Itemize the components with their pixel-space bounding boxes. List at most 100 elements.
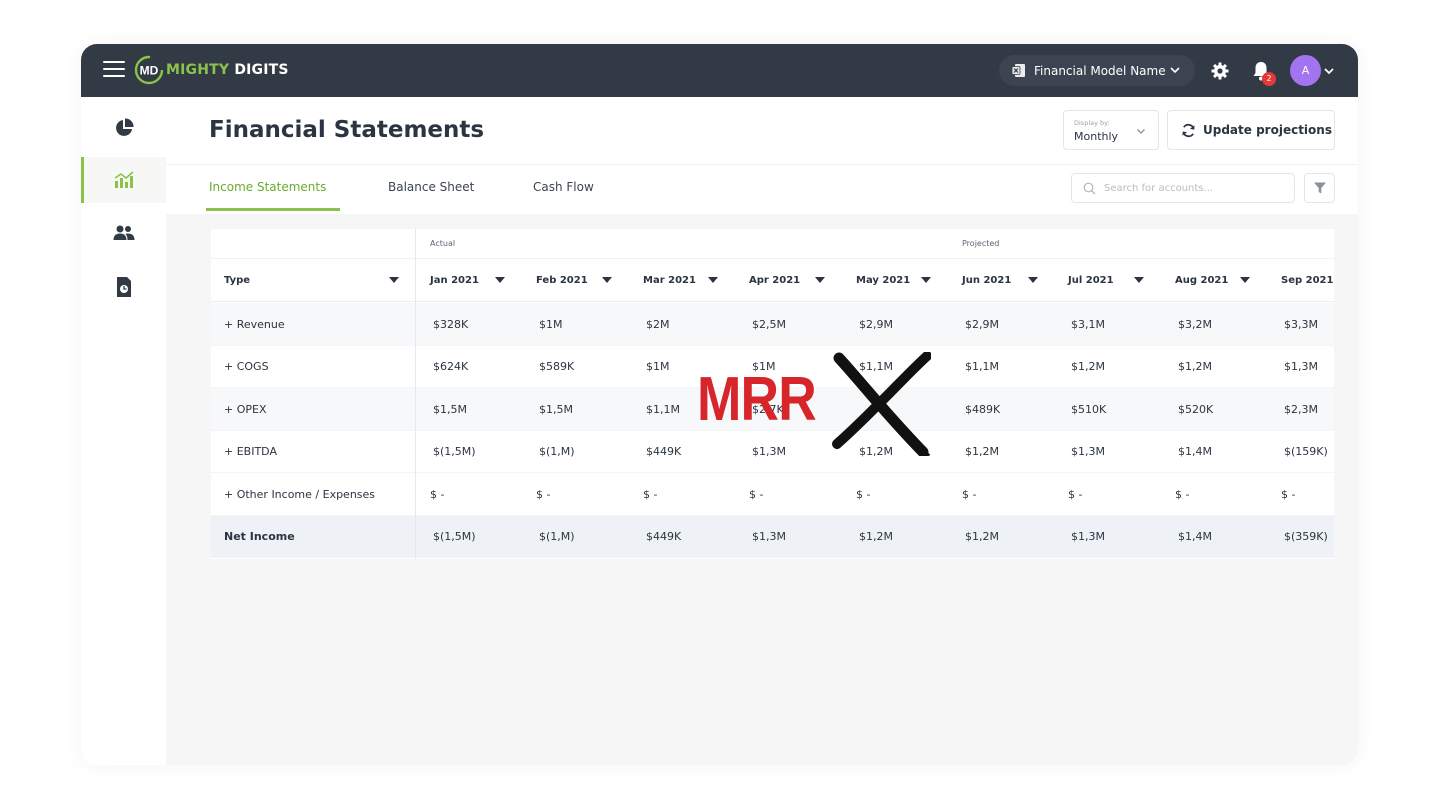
table-cell: $1,4M bbox=[1178, 445, 1212, 458]
brand-logo[interactable]: MD MIGHTY DIGITS bbox=[134, 55, 289, 85]
update-projections-button[interactable]: Update projections bbox=[1167, 110, 1335, 150]
menu-icon[interactable] bbox=[103, 61, 125, 79]
table-cell: $ - bbox=[1068, 487, 1083, 501]
row-label[interactable]: + OPEX bbox=[224, 402, 267, 416]
nav-reports[interactable] bbox=[81, 264, 166, 310]
side-nav bbox=[81, 97, 166, 765]
nav-team[interactable] bbox=[81, 210, 166, 256]
table-cell: $1,2M bbox=[965, 530, 999, 543]
column-header[interactable]: Mar 2021 bbox=[643, 274, 696, 286]
refresh-icon bbox=[1182, 123, 1195, 137]
report-document-icon bbox=[116, 277, 131, 297]
table-row[interactable]: + Revenue $328K $1M $2M $2,5M $2,9M $2,9… bbox=[211, 303, 1334, 346]
table-cell: $ - bbox=[856, 487, 871, 501]
display-by-select[interactable]: Display by: Monthly bbox=[1063, 110, 1159, 150]
group-projected: Projected bbox=[962, 239, 1000, 248]
svg-text:MD: MD bbox=[140, 64, 159, 78]
table-cell: $1M bbox=[752, 360, 776, 373]
table-row[interactable]: + COGS $624K $589K $1M $1M $1,1M $1,1M $… bbox=[211, 346, 1334, 388]
table-cell: $449K bbox=[646, 445, 682, 458]
table-cell: $1,4M bbox=[1178, 530, 1212, 543]
search-input[interactable] bbox=[1104, 182, 1284, 194]
table-cell: $1,2M bbox=[859, 530, 893, 543]
active-tab-indicator bbox=[206, 208, 340, 211]
sort-caret-icon[interactable] bbox=[495, 277, 505, 283]
sort-caret-icon[interactable] bbox=[921, 277, 931, 283]
table-cell: $1,5M bbox=[539, 402, 573, 416]
column-header[interactable]: Aug 2021 bbox=[1175, 274, 1229, 286]
table-row-net-income[interactable]: Net Income $(1,5M) $(1,M) $449K $1,3M $1… bbox=[211, 515, 1334, 558]
table-cell: $520K bbox=[1178, 402, 1214, 416]
column-header[interactable]: Apr 2021 bbox=[749, 274, 801, 286]
table-cell: $1,3M bbox=[1284, 360, 1318, 373]
sort-caret-icon[interactable] bbox=[602, 277, 612, 283]
table-cell: $1,3M bbox=[752, 530, 786, 543]
tab-cash-flow[interactable]: Cash Flow bbox=[533, 180, 594, 194]
filter-button[interactable] bbox=[1304, 173, 1335, 203]
table-cell: $ - bbox=[536, 487, 551, 501]
table-cell: $(1,5M) bbox=[433, 445, 476, 458]
table-row[interactable]: + OPEX $1,5M $1,5M $1,1M $2,7K $489K $51… bbox=[211, 388, 1334, 431]
type-column-header[interactable]: Type bbox=[224, 274, 251, 286]
table-cell: $1,3M bbox=[1071, 445, 1105, 458]
column-header[interactable]: Jan 2021 bbox=[430, 274, 479, 286]
cross-out-x-icon bbox=[832, 352, 931, 456]
dashboard-pie-icon bbox=[115, 118, 134, 136]
row-label[interactable]: + Other Income / Expenses bbox=[224, 487, 376, 501]
nav-dashboard[interactable] bbox=[81, 105, 166, 151]
display-by-value: Monthly bbox=[1074, 130, 1119, 143]
table-cell: $1M bbox=[646, 360, 670, 373]
group-actual: Actual bbox=[430, 239, 456, 248]
table-cell: $1,1M bbox=[646, 402, 680, 416]
table-cell: $ - bbox=[962, 487, 977, 501]
nav-analytics[interactable] bbox=[81, 157, 166, 203]
table-cell: $2,7K bbox=[752, 402, 784, 416]
table-cell: $(159K) bbox=[1284, 445, 1328, 458]
sort-caret-icon[interactable] bbox=[815, 277, 825, 283]
sort-caret-icon[interactable] bbox=[1240, 277, 1250, 283]
row-label[interactable]: + EBITDA bbox=[224, 445, 277, 458]
table-row[interactable]: + EBITDA $(1,5M) $(1,M) $449K $1,3M $1,2… bbox=[211, 431, 1334, 473]
row-label[interactable]: Net Income bbox=[224, 530, 295, 543]
chevron-down-icon bbox=[1137, 129, 1145, 134]
column-header[interactable]: Sep 2021 bbox=[1281, 274, 1334, 286]
model-selector[interactable]: Financial Model Name bbox=[999, 55, 1195, 86]
table-cell: $2,9M bbox=[859, 317, 893, 331]
table-cell: $1M bbox=[539, 317, 563, 331]
table-cell: $1,5M bbox=[433, 402, 467, 416]
row-label[interactable]: + Revenue bbox=[224, 317, 285, 331]
mrr-label: MRR bbox=[697, 365, 817, 434]
model-name: Financial Model Name bbox=[1034, 63, 1166, 78]
sort-caret-icon[interactable] bbox=[1134, 277, 1144, 283]
gear-icon[interactable] bbox=[1210, 61, 1230, 81]
column-header[interactable]: Feb 2021 bbox=[536, 274, 588, 286]
notification-badge: 2 bbox=[1262, 72, 1276, 86]
table-cell: $3,3M bbox=[1284, 317, 1318, 331]
column-header[interactable]: Jul 2021 bbox=[1068, 274, 1114, 286]
sort-caret-icon[interactable] bbox=[389, 277, 399, 283]
avatar[interactable]: A bbox=[1290, 55, 1321, 86]
table-cell: $624K bbox=[433, 360, 469, 373]
search-icon bbox=[1083, 182, 1096, 194]
page-header: Financial Statements Display by: Monthly… bbox=[166, 97, 1358, 214]
analytics-chart-icon bbox=[114, 171, 134, 188]
table-row[interactable]: + Other Income / Expenses $ - $ - $ - $ … bbox=[211, 473, 1334, 516]
chevron-down-icon[interactable] bbox=[1323, 65, 1335, 77]
row-label[interactable]: + COGS bbox=[224, 360, 269, 373]
display-by-label: Display by: bbox=[1074, 119, 1110, 127]
sort-caret-icon[interactable] bbox=[708, 277, 718, 283]
sort-caret-icon[interactable] bbox=[1028, 277, 1038, 283]
tab-income-statements[interactable]: Income Statements bbox=[209, 180, 327, 194]
account-search[interactable] bbox=[1071, 173, 1295, 203]
table-cell: $2,9M bbox=[965, 317, 999, 331]
tab-balance-sheet[interactable]: Balance Sheet bbox=[388, 180, 475, 194]
table-header-row: Type Jan 2021 Feb 2021 Mar 2021 Apr 2021… bbox=[211, 259, 1334, 302]
column-header[interactable]: May 2021 bbox=[856, 274, 911, 286]
table-cell: $ - bbox=[749, 487, 764, 501]
table-cell: $1,3M bbox=[752, 445, 786, 458]
income-statement-table: Actual Projected Type Jan 2021 Feb 2021 … bbox=[211, 229, 1334, 559]
chevron-down-icon bbox=[1170, 67, 1180, 74]
table-cell: $3,1M bbox=[1071, 317, 1105, 331]
logo-mark-icon: MD bbox=[134, 55, 164, 85]
column-header[interactable]: Jun 2021 bbox=[962, 274, 1012, 286]
